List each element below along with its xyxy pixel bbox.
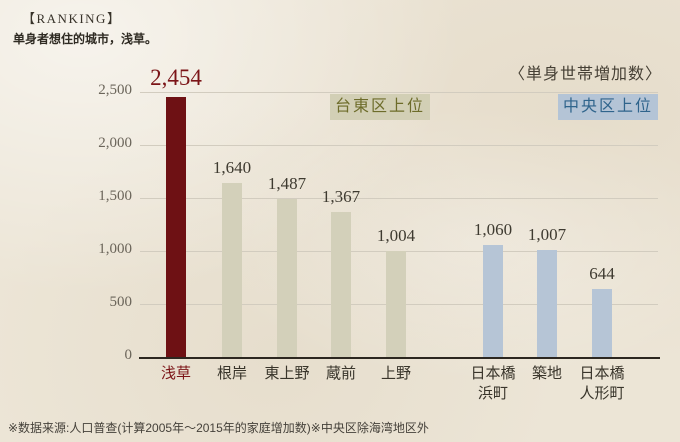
bar-4	[386, 250, 406, 357]
y-axis-tick-label: 2,000	[98, 135, 132, 151]
x-axis-category-label: 日本橋 人形町	[579, 364, 624, 404]
legend-chuo-ward: 中央区上位	[558, 94, 658, 120]
x-axis-category-label: 日本橋 浜町	[470, 364, 515, 404]
bar-value-label: 1,060	[473, 219, 513, 239]
y-axis-tick-label: 2,500	[98, 82, 132, 98]
bar-value-label: 1,367	[321, 187, 361, 207]
x-axis-line	[139, 357, 660, 359]
y-gridline	[140, 145, 658, 146]
y-axis-tick-label: 1,000	[98, 241, 132, 257]
x-axis-label-line: 人形町	[579, 386, 625, 402]
x-axis-label-line: 東上野	[264, 366, 310, 382]
y-axis-tick-label: 0	[124, 347, 133, 363]
x-axis-category-label: 根岸	[217, 364, 247, 384]
bar-1	[222, 183, 242, 357]
x-axis-label-line: 浅草	[160, 366, 192, 382]
page-subtitle: 单身者想住的城市，浅草。	[13, 32, 158, 46]
x-axis-label-line: 根岸	[216, 366, 248, 382]
y-gridline	[140, 92, 658, 93]
bar-value-label: 644	[589, 263, 615, 283]
legend-taito-ward: 台東区上位	[330, 94, 430, 120]
x-axis-label-line: 蔵前	[325, 366, 357, 382]
y-axis-tick-label: 1,500	[98, 188, 132, 204]
x-axis-category-label: 蔵前	[326, 364, 356, 384]
bar-3	[331, 212, 351, 357]
bar-2	[277, 199, 297, 357]
bar-7	[592, 288, 612, 357]
x-axis-category-label: 上野	[381, 364, 411, 384]
x-axis-category-label: 築地	[532, 364, 562, 384]
y-gridline	[140, 198, 658, 199]
bar-value-label: 1,487	[267, 174, 307, 194]
x-axis-category-label: 東上野	[264, 364, 309, 384]
x-axis-category-label: 浅草	[161, 364, 191, 384]
x-axis-label-line: 浜町	[477, 386, 509, 402]
x-axis-label-line: 築地	[531, 366, 563, 382]
x-axis-label-line: 日本橋	[470, 366, 516, 382]
bar-6	[537, 250, 557, 357]
bar-5	[483, 244, 503, 357]
x-axis-label-line: 日本橋	[579, 366, 625, 382]
data-source-footnote: ※数据来源:人口普查(计算2005年～2015年的家庭增加数)※中央区除海湾地区…	[8, 421, 429, 435]
chart-unit-note: 〈単身世帯増加数〉	[508, 66, 662, 83]
bar-0	[166, 96, 186, 357]
bar-value-label: 1,004	[376, 225, 416, 245]
y-axis-tick-label: 500	[109, 294, 133, 310]
bar-value-label: 1,007	[527, 225, 567, 245]
bar-value-label: 2,454	[150, 64, 202, 90]
bar-value-label: 1,640	[212, 158, 252, 178]
x-axis-label-line: 上野	[380, 366, 412, 382]
ranking-tag: 【RANKING】	[22, 11, 122, 26]
